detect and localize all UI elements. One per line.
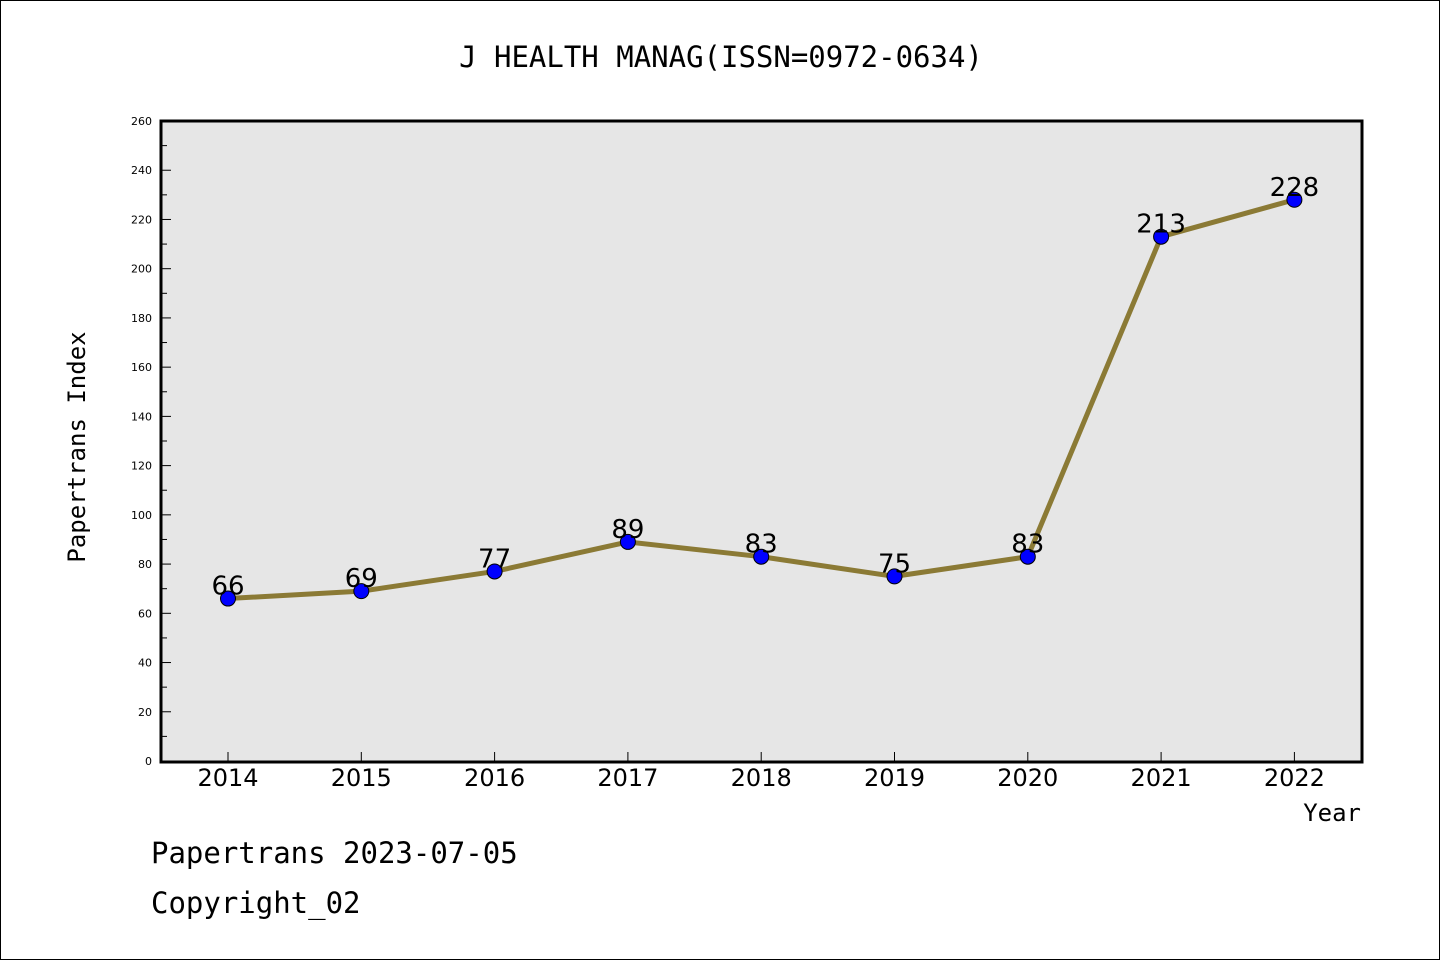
x-tick-label: 2019 [864, 764, 925, 792]
x-tick-label: 2022 [1264, 764, 1325, 792]
data-point [486, 563, 503, 580]
data-label-layer: 66 69 77 89 83 75 83 213 228 [211, 173, 1319, 602]
plot-area [159, 119, 1364, 764]
y-tick-label: 40 [138, 657, 152, 670]
x-tick-label: 2016 [464, 764, 525, 792]
x-tick-label: 2017 [597, 764, 658, 792]
y-tick-label: 240 [131, 164, 152, 177]
data-label: 75 [878, 549, 911, 579]
x-tick-label: 2014 [197, 764, 258, 792]
data-point [619, 533, 636, 550]
data-point [753, 548, 770, 565]
y-axis-title: Papertrans Index [63, 331, 91, 562]
y-tick-label: 120 [131, 460, 152, 473]
y-tick-label: 100 [131, 509, 152, 522]
data-point [886, 568, 903, 585]
data-point [220, 590, 236, 607]
series-layer [220, 191, 1303, 607]
data-point [353, 583, 370, 600]
data-point [1019, 548, 1036, 565]
y-tick-label: 80 [138, 558, 152, 571]
y-tick-label: 200 [131, 263, 152, 276]
data-point [1153, 228, 1170, 245]
data-label: 228 [1270, 173, 1320, 203]
y-tick-label: 160 [131, 361, 152, 374]
chart-title: J HEALTH MANAG(ISSN=0972-0634) [459, 40, 983, 74]
y-tick-label: 0 [145, 755, 152, 768]
y-tick-label: 220 [131, 213, 152, 226]
y-tick-label: 20 [138, 706, 152, 719]
data-label: 66 [211, 572, 244, 602]
x-tick-label: 2020 [997, 764, 1058, 792]
x-tick-label: 2021 [1131, 764, 1192, 792]
y-tick-label: 260 [131, 115, 152, 128]
x-tick-label: 2018 [731, 764, 792, 792]
footer-date: Papertrans 2023-07-05 [151, 836, 518, 870]
y-tick-label: 180 [131, 312, 152, 325]
data-label: 69 [345, 564, 378, 594]
x-axis: 2014 2015 2016 2017 2018 2019 2020 2021 2022 [197, 752, 1325, 792]
data-label: 83 [745, 530, 778, 560]
x-axis-title: Year [1303, 799, 1361, 827]
footer-copyright: Copyright_02 [151, 886, 361, 920]
data-label: 77 [478, 544, 511, 574]
y-tick-label: 60 [138, 607, 152, 620]
data-label: 89 [611, 515, 644, 545]
x-tick-label: 2015 [331, 764, 392, 792]
y-axis: 0 20 40 60 80 100 120 140 160 180 200 220 240 260 [131, 115, 171, 768]
data-label: 83 [1011, 530, 1044, 560]
data-label: 213 [1136, 210, 1186, 240]
y-tick-label: 140 [131, 410, 152, 423]
data-point [1286, 191, 1303, 208]
